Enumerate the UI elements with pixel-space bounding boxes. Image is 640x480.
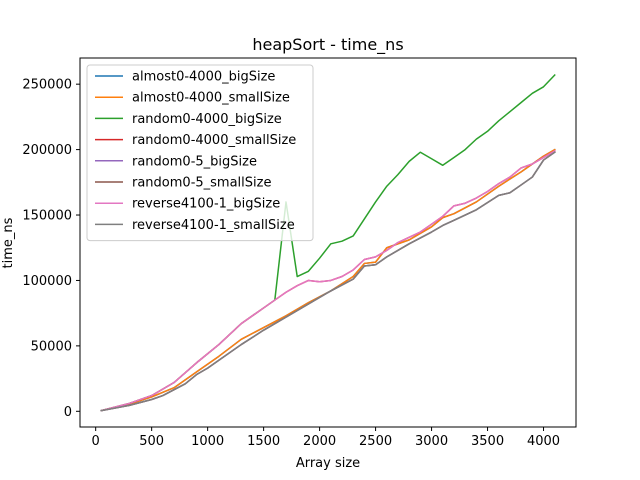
legend-label-3: random0-4000_smallSize [132, 133, 296, 148]
x-tick-label-2: 1000 [191, 434, 224, 449]
series-layer [100, 73, 556, 412]
legend-label-4: random0-5_bigSize [132, 154, 257, 169]
y-tick-label-4: 200000 [22, 143, 72, 158]
series-line-6 [100, 149, 556, 412]
legend-label-6: reverse4100-1_bigSize [132, 197, 280, 212]
series-line-7 [100, 151, 556, 412]
y-tick-label-1: 50000 [31, 339, 72, 354]
y-tick-label-3: 150000 [22, 209, 72, 224]
x-ticks: 0 500 1000 1500 2000 2500 3000 3500 4000 [92, 427, 560, 449]
x-axis-label: Array size [296, 456, 360, 471]
legend-label-5: random0-5_smallSize [132, 176, 271, 191]
series-line-1 [100, 148, 556, 412]
x-tick-label-6: 3000 [415, 434, 448, 449]
x-tick-label-8: 4000 [527, 434, 560, 449]
legend-label-2: random0-4000_bigSize [132, 112, 282, 127]
legend-label-1: almost0-4000_smallSize [132, 91, 290, 106]
chart-title: heapSort - time_ns [252, 35, 403, 55]
y-tick-label-0: 0 [64, 405, 72, 420]
plot-frame [79, 57, 577, 428]
x-tick-label-0: 0 [92, 434, 100, 449]
legend-label-7: reverse4100-1_smallSize [132, 218, 295, 233]
legend-box [86, 64, 314, 242]
x-tick-label-4: 2000 [303, 434, 336, 449]
x-tick-label-5: 2500 [359, 434, 392, 449]
y-ticks: 0 50000 100000 150000 200000 250000 [22, 78, 80, 420]
x-tick-label-1: 500 [139, 434, 164, 449]
y-tick-label-2: 100000 [22, 274, 72, 289]
legend-label-0: almost0-4000_bigSize [132, 70, 275, 85]
x-tick-label-3: 1500 [247, 434, 280, 449]
x-tick-label-7: 3500 [471, 434, 504, 449]
y-axis-label: time_ns [1, 217, 16, 268]
legend: almost0-4000_bigSize almost0-4000_smallSi… [86, 64, 314, 242]
y-tick-label-5: 250000 [22, 78, 72, 93]
